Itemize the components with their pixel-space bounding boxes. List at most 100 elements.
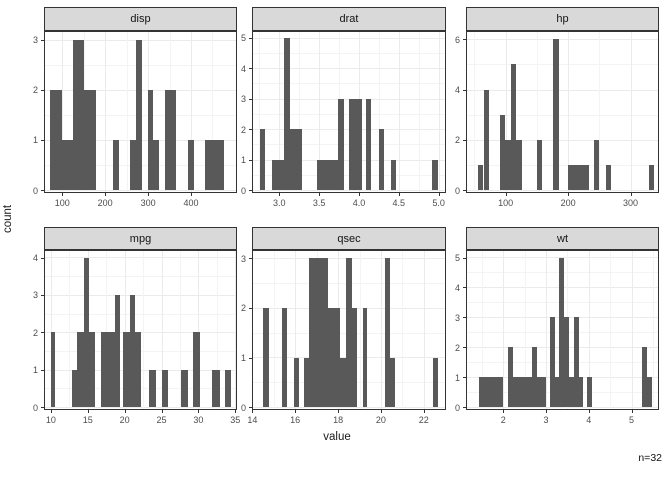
gridline-minor (69, 251, 71, 409)
x-tick-label: 5 (628, 415, 634, 425)
gridline-major (467, 190, 658, 191)
y-tick-mark (249, 258, 252, 260)
facet-strip-label: drat (339, 13, 359, 25)
x-tick-label: 100 (54, 198, 70, 208)
histogram-bar (83, 89, 96, 190)
facet-strip-drat: drat (252, 7, 446, 31)
histogram-bar (537, 377, 547, 407)
x-tick-mark (319, 193, 321, 196)
histogram-bar (205, 139, 224, 190)
gridline-major (630, 32, 632, 192)
histogram-bar (328, 307, 340, 407)
gridline-minor (126, 32, 128, 192)
histogram-bar (212, 369, 220, 407)
x-tick-mark (295, 410, 297, 413)
gridline-minor (253, 83, 445, 85)
facet-strip-label: wt (557, 232, 568, 245)
gridline-minor (179, 251, 181, 409)
gridline-minor (216, 251, 218, 409)
gridline-minor (474, 32, 476, 192)
histogram-bar (553, 39, 559, 190)
y-tick-mark (463, 257, 466, 259)
gridline-minor (599, 32, 601, 192)
gridline-major (546, 251, 548, 409)
histogram-bar (362, 307, 368, 407)
histogram-bar (164, 89, 177, 190)
x-tick-mark (62, 193, 64, 196)
y-tick-label: 2 (32, 327, 38, 338)
histogram-bar (505, 139, 511, 190)
histogram-bar (477, 164, 483, 190)
x-tick-label: 4 (586, 415, 592, 425)
gridline-minor (467, 114, 658, 116)
histogram-bar (50, 332, 55, 407)
x-tick-mark (546, 410, 547, 413)
y-axis-title: count (2, 204, 14, 234)
histogram-bar (516, 139, 522, 190)
x-tick-label: 35 (230, 415, 241, 425)
plot-area-disp (44, 31, 237, 193)
x-tick-mark (359, 193, 360, 196)
gridline-minor (299, 32, 301, 192)
gridline-minor (524, 251, 526, 409)
gridline-minor (418, 32, 420, 192)
x-tick-mark (105, 193, 107, 196)
gridline-major (253, 159, 445, 161)
x-tick-mark (87, 410, 89, 413)
gridline-major (279, 32, 281, 192)
x-tick-mark (279, 193, 281, 196)
y-tick-mark (463, 89, 466, 91)
histogram-bar (568, 164, 589, 190)
histogram-bar (390, 159, 396, 190)
x-tick-label: 200 (97, 198, 113, 208)
x-tick-mark (338, 410, 340, 413)
gridline-major (45, 257, 236, 259)
histogram-bar (188, 139, 194, 190)
gridline-major (62, 32, 64, 192)
y-tick-label: 1 (32, 135, 38, 146)
x-tick-mark (438, 193, 440, 196)
x-tick-label: 16 (290, 415, 301, 425)
y-tick-label: 3 (454, 312, 460, 323)
plot-inner-disp (45, 32, 236, 192)
y-tick-mark (41, 39, 44, 41)
histogram-bar (390, 357, 395, 407)
histogram-bar (72, 369, 77, 407)
gridline-major (423, 251, 425, 409)
histogram-bar (62, 139, 73, 190)
histogram-bar (564, 317, 570, 407)
gridline-minor (212, 32, 214, 192)
plot-inner-drat (253, 32, 445, 192)
y-tick-mark (41, 89, 44, 91)
histogram-bar (272, 159, 285, 190)
gridline-minor (481, 251, 483, 409)
gridline-major (253, 98, 445, 100)
gridline-minor (45, 276, 236, 278)
gridline-minor (143, 251, 145, 409)
facet-strip-label: disp (130, 13, 151, 25)
y-tick-label: 0 (32, 402, 38, 413)
facet-strip-label: hp (556, 13, 569, 25)
x-tick-label: 300 (140, 198, 156, 208)
histogram-bar (579, 377, 584, 407)
gridline-major (467, 407, 658, 408)
gridline-major (568, 32, 570, 192)
x-tick-label: 18 (333, 415, 344, 425)
gridline-major (105, 32, 107, 192)
histogram-bar (593, 139, 599, 190)
x-tick-mark (588, 410, 590, 413)
plot-inner-mpg (45, 251, 236, 409)
y-tick-label: 2 (32, 85, 38, 96)
histogram-bar (147, 89, 154, 190)
x-tick-mark (235, 410, 237, 413)
plot-area-qsec (252, 250, 446, 410)
y-tick-mark (41, 407, 44, 408)
histogram-bar (569, 377, 574, 407)
histogram-bar (340, 357, 346, 407)
gridline-major (467, 39, 658, 41)
x-tick-mark (380, 410, 382, 413)
histogram-bar (100, 332, 115, 407)
x-tick-mark (568, 193, 570, 196)
histogram-bar (499, 114, 506, 190)
y-tick-label: 4 (454, 282, 460, 293)
